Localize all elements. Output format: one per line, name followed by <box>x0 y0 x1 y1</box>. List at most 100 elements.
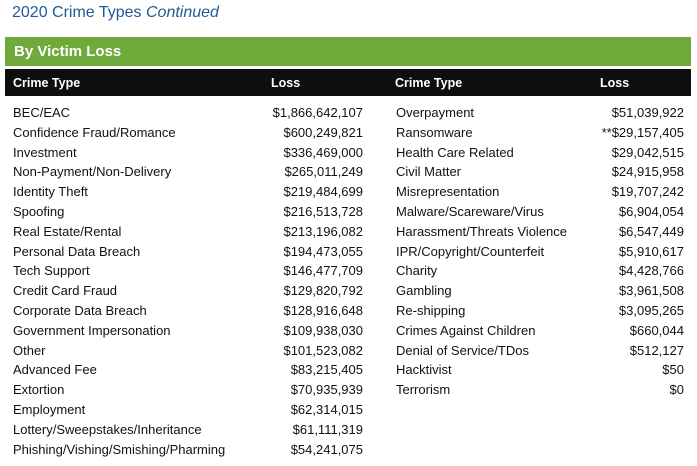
crime-type-cell: IPR/Copyright/Counterfeit <box>396 243 545 259</box>
table-row: Civil Matter $24,915,958 <box>396 162 684 182</box>
table-row: Crimes Against Children $660,044 <box>396 321 684 341</box>
crime-type-cell: Charity <box>396 263 438 279</box>
table-row: BEC/EAC $1,866,642,107 <box>13 103 363 123</box>
table-row: Gambling $3,961,508 <box>396 281 684 301</box>
table-row: Terrorism $0 <box>396 380 684 400</box>
table-header: Crime Type Loss Crime Type Loss <box>5 69 691 96</box>
table-row: Hacktivist $50 <box>396 360 684 380</box>
loss-cell: $600,249,821 <box>283 124 363 140</box>
loss-cell: $0 <box>669 382 684 398</box>
loss-cell: $6,904,054 <box>618 203 684 219</box>
table-row: Investment $336,469,000 <box>13 143 363 163</box>
loss-cell: $61,111,319 <box>292 421 363 437</box>
crime-type-cell: Spoofing <box>13 203 65 219</box>
crime-type-cell: Denial of Service/TDos <box>396 342 529 358</box>
header-loss-right: Loss <box>600 76 630 90</box>
crime-type-cell: Terrorism <box>396 382 451 398</box>
crime-type-cell: Overpayment <box>396 105 475 120</box>
loss-cell: **$29,157,405 <box>601 124 684 140</box>
crime-type-cell: Hacktivist <box>396 362 452 378</box>
section-banner: By Victim Loss <box>5 37 691 66</box>
crime-type-cell: Personal Data Breach <box>13 243 141 259</box>
loss-cell: $19,707,242 <box>611 184 684 200</box>
loss-cell: $3,095,265 <box>618 302 684 318</box>
crime-type-cell: Government Impersonation <box>13 322 171 338</box>
crime-type-cell: Phishing/Vishing/Smishing/Pharming <box>13 441 226 457</box>
crime-type-cell: Corporate Data Breach <box>13 302 147 318</box>
crime-type-cell: Extortion <box>13 382 65 398</box>
loss-cell: $219,484,699 <box>283 184 363 200</box>
loss-cell: $83,215,405 <box>290 362 363 378</box>
crime-type-cell: Employment <box>13 401 86 417</box>
crime-type-cell: Other <box>13 342 46 358</box>
crime-type-cell: Ransomware <box>396 124 473 140</box>
crime-type-cell: Non-Payment/Non-Delivery <box>13 164 172 180</box>
table-row: Charity $4,428,766 <box>396 261 684 281</box>
table-row: Identity Theft $219,484,699 <box>13 182 363 202</box>
table-row: Misrepresentation $19,707,242 <box>396 182 684 202</box>
loss-cell: $51,039,922 <box>611 105 684 120</box>
right-column: Overpayment $51,039,922 Ransomware **$29,15… <box>396 103 684 400</box>
header-crime-type-right: Crime Type <box>395 76 463 90</box>
table-row: Other $101,523,082 <box>13 341 363 361</box>
table-row: Credit Card Fraud $129,820,792 <box>13 281 363 301</box>
loss-cell: $54,241,075 <box>290 441 363 457</box>
crime-type-cell: Misrepresentation <box>396 184 500 200</box>
table-row: Health Care Related $29,042,515 <box>396 143 684 163</box>
loss-cell: $265,011,249 <box>284 164 363 180</box>
table-row: Ransomware **$29,157,405 <box>396 123 684 143</box>
page-title: 2020 Crime Types Continued <box>12 4 219 22</box>
loss-cell: $128,916,648 <box>283 302 363 318</box>
loss-cell: $660,044 <box>629 322 684 338</box>
crime-type-cell: Confidence Fraud/Romance <box>13 124 176 140</box>
crime-type-cell: Civil Matter <box>396 164 462 180</box>
page-title-main: 2020 Crime Types <box>12 4 146 21</box>
loss-cell: $336,469,000 <box>283 144 363 160</box>
table-row: Government Impersonation $109,938,030 <box>13 321 363 341</box>
table-row: Harassment/Threats Violence $6,547,449 <box>396 222 684 242</box>
loss-cell: $29,042,515 <box>611 144 684 160</box>
loss-cell: $70,935,939 <box>290 382 363 398</box>
table-row: Non-Payment/Non-Delivery $265,011,249 <box>13 162 363 182</box>
crime-type-cell: Health Care Related <box>396 144 514 160</box>
table-row: Advanced Fee $83,215,405 <box>13 360 363 380</box>
table-row: Overpayment $51,039,922 <box>396 103 684 123</box>
loss-cell: $213,196,082 <box>283 223 363 239</box>
table-row: Personal Data Breach $194,473,055 <box>13 242 363 262</box>
crime-type-cell: Crimes Against Children <box>396 322 536 338</box>
loss-cell: $101,523,082 <box>283 342 363 358</box>
loss-cell: $146,477,709 <box>283 263 363 279</box>
crime-type-cell: Harassment/Threats Violence <box>396 223 568 239</box>
loss-cell: $194,473,055 <box>283 243 363 259</box>
crime-type-cell: Credit Card Fraud <box>13 283 118 299</box>
loss-cell: $6,547,449 <box>618 223 684 239</box>
table-row: Malware/Scareware/Virus $6,904,054 <box>396 202 684 222</box>
table-row: Real Estate/Rental $213,196,082 <box>13 222 363 242</box>
page-title-italic: Continued <box>146 4 219 21</box>
table-row: Corporate Data Breach $128,916,648 <box>13 301 363 321</box>
loss-cell: $4,428,766 <box>618 263 684 279</box>
crime-type-cell: Tech Support <box>13 263 90 279</box>
loss-cell: $24,915,958 <box>611 164 684 180</box>
loss-cell: $129,820,792 <box>283 283 363 299</box>
table-row: Tech Support $146,477,709 <box>13 261 363 281</box>
loss-cell: $1,866,642,107 <box>272 105 363 120</box>
crime-type-cell: Gambling <box>396 283 452 299</box>
loss-cell: $216,513,728 <box>283 203 363 219</box>
crime-type-cell: Re-shipping <box>396 302 466 318</box>
crime-type-cell: Advanced Fee <box>13 362 97 378</box>
crime-type-cell: Lottery/Sweepstakes/Inheritance <box>13 421 202 437</box>
table-row: Denial of Service/TDos $512,127 <box>396 341 684 361</box>
loss-cell: $50 <box>662 362 684 378</box>
loss-cell: $3,961,508 <box>618 283 684 299</box>
left-column: BEC/EAC $1,866,642,107 Confidence Fraud/Ro… <box>13 103 363 459</box>
table-row: Confidence Fraud/Romance $600,249,821 <box>13 123 363 143</box>
crime-type-cell: BEC/EAC <box>13 105 71 120</box>
table-row: IPR/Copyright/Counterfeit $5,910,617 <box>396 242 684 262</box>
table-row: Lottery/Sweepstakes/Inheritance $61,111,3… <box>13 420 363 440</box>
crime-type-cell: Malware/Scareware/Virus <box>396 203 544 219</box>
loss-cell: $5,910,617 <box>618 243 684 259</box>
loss-cell: $512,127 <box>629 342 684 358</box>
crime-type-cell: Real Estate/Rental <box>13 223 122 239</box>
